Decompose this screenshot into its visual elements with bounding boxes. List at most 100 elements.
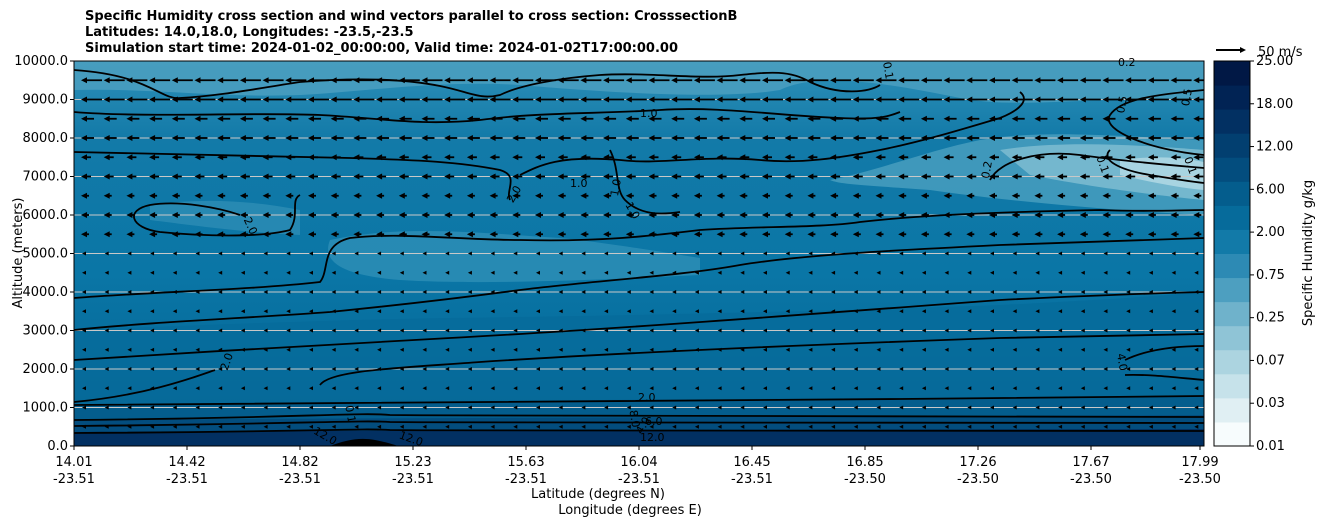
wind-arrow bbox=[376, 192, 385, 199]
wind-arrow bbox=[103, 154, 114, 161]
wind-arrow bbox=[82, 386, 86, 391]
wind-arrow bbox=[808, 424, 813, 429]
wind-arrow bbox=[1170, 96, 1192, 103]
wind-arrow bbox=[1034, 231, 1043, 238]
wind-arrow bbox=[1035, 347, 1040, 352]
wind-arrow bbox=[875, 173, 886, 180]
wind-arrow bbox=[171, 212, 180, 218]
wind-arrow bbox=[422, 290, 427, 294]
x-tick-label-lon: -23.51 bbox=[166, 472, 208, 487]
wind-arrow bbox=[126, 115, 140, 122]
wind-arrow bbox=[716, 173, 727, 180]
wind-arrow bbox=[194, 212, 203, 218]
wind-arrow bbox=[580, 154, 591, 161]
colorbar-swatch bbox=[1214, 181, 1250, 206]
wind-arrow bbox=[1080, 309, 1085, 314]
contour-lines bbox=[74, 69, 1204, 434]
wind-vectors bbox=[81, 77, 1204, 429]
wind-arrow bbox=[1035, 290, 1040, 294]
wind-arrow bbox=[717, 309, 722, 314]
wind-arrow bbox=[875, 231, 884, 238]
wind-arrow bbox=[967, 386, 972, 391]
wind-arrow bbox=[852, 212, 861, 218]
wind-arrow bbox=[625, 173, 636, 180]
wind-arrow bbox=[512, 212, 521, 218]
wind-arrow bbox=[217, 231, 226, 238]
colorbar-swatch bbox=[1214, 349, 1250, 375]
wind-arrow bbox=[172, 424, 177, 429]
wind-arrow bbox=[762, 115, 775, 122]
wind-arrow bbox=[172, 290, 177, 294]
wind-arrow bbox=[1147, 115, 1161, 122]
wind-arrow bbox=[399, 405, 404, 410]
x-tick-label-lat: 17.67 bbox=[1072, 455, 1109, 470]
wind-arrow bbox=[898, 212, 907, 218]
wind-arrow bbox=[558, 347, 563, 352]
wind-arrow bbox=[398, 212, 407, 218]
wind-arrow bbox=[920, 173, 931, 180]
wind-arrow bbox=[1170, 115, 1184, 122]
wind-arrow bbox=[377, 251, 382, 256]
wind-arrow bbox=[717, 270, 722, 275]
wind-arrow bbox=[831, 290, 836, 294]
wind-arrow bbox=[467, 309, 472, 314]
wind-arrow bbox=[944, 251, 949, 256]
wind-arrow bbox=[876, 290, 881, 294]
wind-arrow bbox=[1035, 309, 1040, 314]
wind-arrow bbox=[830, 192, 839, 199]
wind-arrow bbox=[445, 251, 450, 256]
wind-arrow bbox=[149, 173, 160, 180]
contour-line-2.0-c bbox=[74, 209, 1204, 299]
x-tick-label-lon: -23.51 bbox=[392, 472, 434, 487]
wind-arrow bbox=[1147, 154, 1158, 161]
wind-arrow bbox=[899, 290, 904, 294]
wind-arrow bbox=[580, 231, 589, 238]
wind-arrow bbox=[1034, 77, 1056, 84]
wind-arrow bbox=[580, 212, 589, 218]
wind-arrow bbox=[763, 309, 767, 314]
wind-arrow bbox=[739, 115, 753, 122]
wind-arrow bbox=[149, 96, 171, 103]
wind-arrow bbox=[445, 405, 450, 410]
wind-arrow bbox=[671, 154, 682, 161]
wind-arrow bbox=[558, 367, 563, 371]
wind-arrow bbox=[353, 173, 364, 180]
wind-arrow bbox=[784, 231, 793, 238]
wind-arrow bbox=[490, 367, 495, 371]
wind-arrow bbox=[1035, 328, 1040, 333]
colorbar-tick-label: 6.00 bbox=[1256, 182, 1285, 197]
wind-arrow bbox=[330, 231, 339, 238]
wind-arrow bbox=[807, 77, 829, 84]
wind-arrow bbox=[354, 424, 359, 429]
wind-arrow bbox=[1012, 270, 1017, 275]
wind-arrow bbox=[489, 77, 511, 84]
wind-arrow bbox=[853, 367, 858, 371]
wind-arrow bbox=[990, 309, 994, 314]
wind-arrow bbox=[1171, 367, 1176, 371]
wind-arrow bbox=[353, 77, 375, 84]
wind-arrow bbox=[967, 251, 972, 256]
wind-arrow bbox=[1034, 135, 1048, 141]
wind-arrow bbox=[693, 173, 704, 180]
wind-arrow bbox=[126, 212, 135, 218]
contour-label: 1.0 bbox=[570, 177, 588, 190]
wind-arrow bbox=[626, 367, 631, 371]
wind-arrow bbox=[490, 309, 495, 314]
wind-arrow bbox=[830, 231, 839, 238]
wind-arrow bbox=[126, 154, 137, 161]
wind-arrow bbox=[626, 328, 631, 333]
wind-arrow bbox=[807, 154, 818, 161]
wind-arrow bbox=[1080, 328, 1085, 333]
wind-arrow bbox=[239, 77, 261, 84]
wind-arrow bbox=[1148, 309, 1153, 314]
wind-arrow bbox=[330, 192, 339, 199]
wind-arrow bbox=[150, 270, 155, 275]
wind-arrow bbox=[1012, 309, 1017, 314]
wind-arrow bbox=[103, 231, 112, 238]
contour-line-8.0 bbox=[74, 420, 1204, 427]
wind-arrow bbox=[603, 173, 614, 180]
wind-arrow bbox=[1080, 367, 1085, 371]
wind-arrow bbox=[445, 386, 450, 391]
contour-line-1.0-mid bbox=[74, 108, 901, 124]
wind-arrow bbox=[82, 367, 86, 371]
